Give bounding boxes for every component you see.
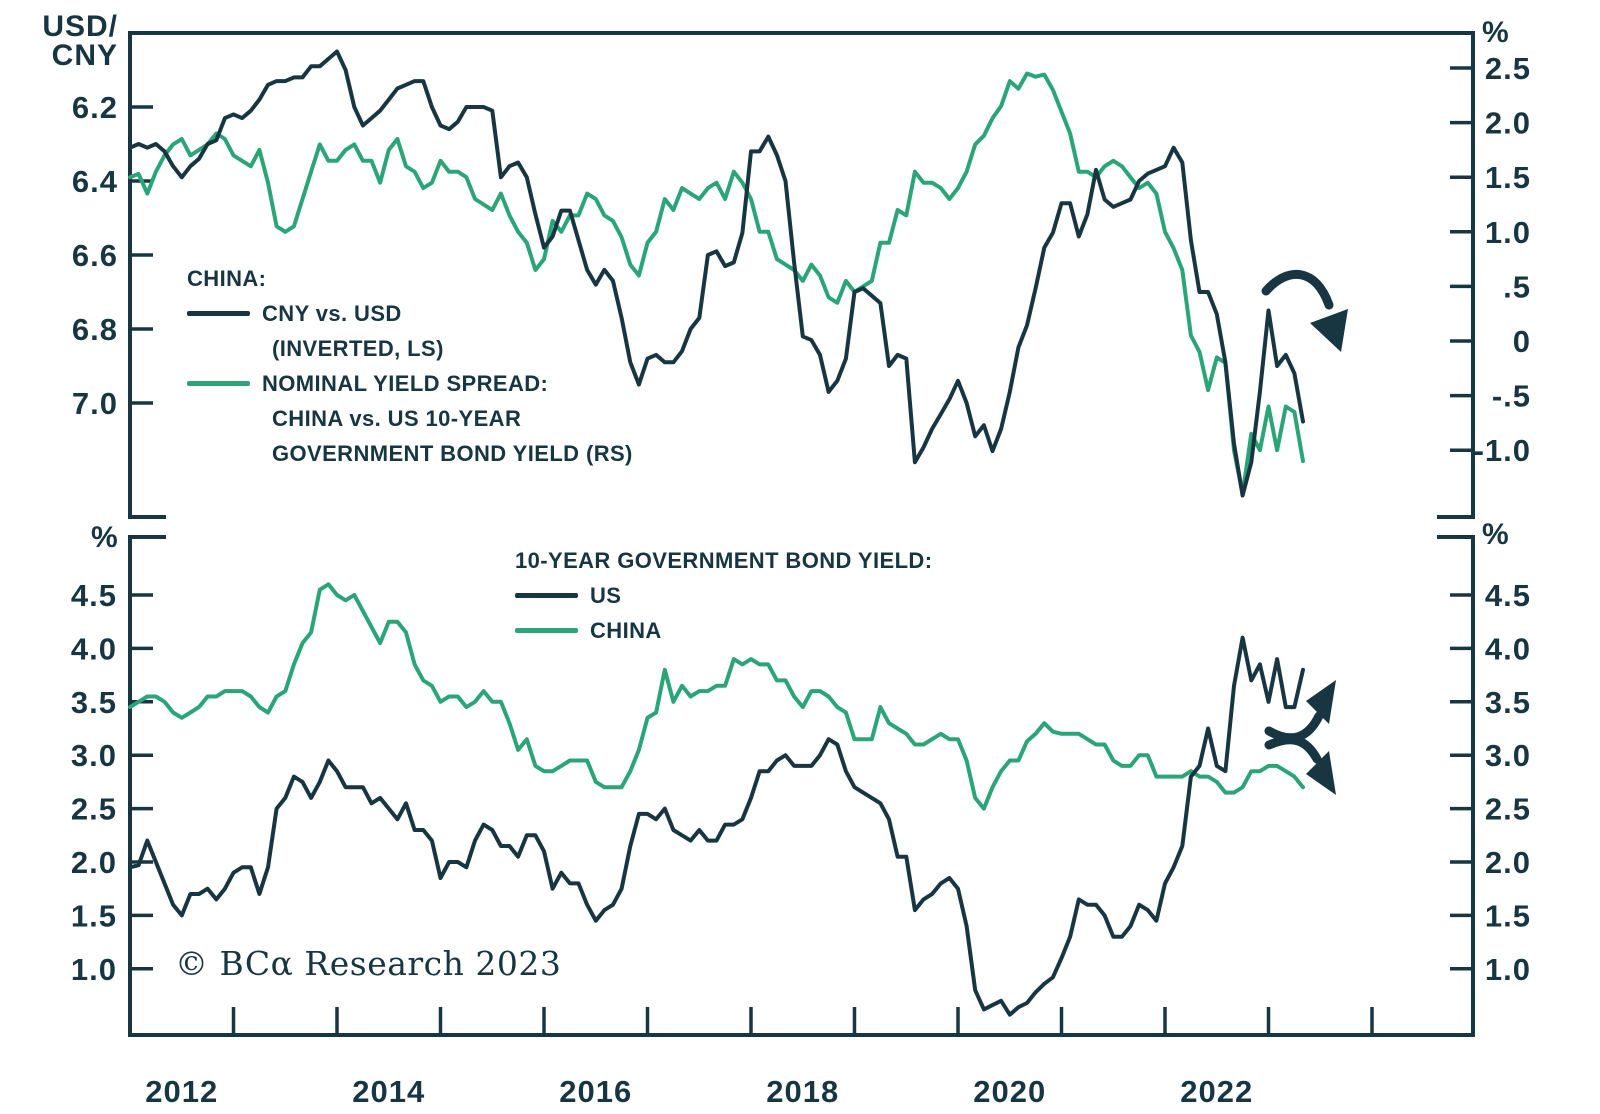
top-panel-frame [128,31,1475,519]
top-right-tick-label: 2.5 [1485,51,1531,86]
top-panel-down-arrow-head [1310,309,1348,352]
bottom-right-tick-label: 2.5 [1485,792,1531,827]
axis-title-cny: CNY [51,39,118,72]
axis-title-usd: USD/ [42,10,118,43]
top-panel-down-arrow [1261,269,1334,310]
legend-spread-label-2: CHINA vs. US 10-YEAR [272,406,522,431]
bottom-right-tick-label: 4.5 [1485,578,1531,613]
bottom-left-axis-title: % [91,521,119,554]
cny-vs-usd-line [128,49,1305,498]
legend-spread-label: NOMINAL YIELD SPREAD: [262,371,549,396]
legend-heading-china: CHINA: [187,266,267,291]
bottom-panel-down-arrow-head [1306,751,1336,795]
bottom-left-tick-label: 2.0 [71,845,117,880]
legend-row-us: US [515,578,932,613]
bottom-panel-legend: 10-YEAR GOVERNMENT BOND YIELD: US CHINA [515,543,932,648]
bottom-right-tick-label: 2.0 [1485,845,1531,880]
legend-row-spread: NOMINAL YIELD SPREAD: [187,366,633,401]
bottom-left-tick-label: 3.5 [71,685,117,720]
top-right-tick-label: 1.5 [1485,160,1531,195]
china-10y-yield-line [128,582,1305,811]
top-left-axis-title: USD/ CNY [20,10,118,72]
bottom-left-tick-label: 1.0 [71,952,117,987]
x-axis-year-label: 2020 [973,1074,1046,1109]
us-line-swatch [515,593,578,598]
copyright-text: © BCα Research 2023 [175,944,562,983]
legend-cny-label: CNY vs. USD [262,301,402,326]
bottom-panel-frame [128,535,1475,1037]
top-right-tick-label: -.5 [1492,379,1531,414]
bottom-right-axis-title: % [1482,518,1510,551]
top-right-tick-label: 0 [1513,324,1531,359]
legend-china-label: CHINA [590,618,662,643]
bottom-panel-up-arrow-head [1306,680,1336,724]
bottom-right-tick-label: 1.0 [1485,952,1531,987]
cny-line-swatch [187,311,250,316]
bottom-right-tick-label: 3.5 [1485,685,1531,720]
x-axis-year-label: 2016 [559,1074,632,1109]
bottom-right-tick-label: 4.0 [1485,631,1531,666]
legend-row-china: CHINA [515,613,932,648]
spread-line-swatch [187,381,250,386]
top-left-tick-label: 6.8 [72,312,118,347]
bottom-left-tick-label: 4.5 [71,578,117,613]
x-axis-year-label: 2014 [352,1074,425,1109]
top-right-tick-label: 2.0 [1485,106,1531,141]
x-axis-year-label: 2018 [766,1074,839,1109]
x-axis-year-label: 2022 [1180,1074,1253,1109]
legend-row-cny: CNY vs. USD [187,296,633,331]
us-10y-yield-line [128,635,1305,1017]
bottom-left-tick-label: 1.5 [71,898,117,933]
china-line-swatch [515,628,578,633]
bottom-left-tick-label: 2.5 [71,792,117,827]
legend-heading-10y: 10-YEAR GOVERNMENT BOND YIELD: [515,548,933,573]
top-left-tick-label: 7.0 [72,386,118,421]
bottom-right-tick-label: 3.0 [1485,738,1531,773]
top-left-tick-label: 6.6 [72,238,118,273]
top-right-tick-label: -1.0 [1474,433,1531,468]
top-right-tick-label: 1.0 [1485,215,1531,250]
bottom-right-tick-label: 1.5 [1485,898,1531,933]
top-right-axis-title: % [1482,16,1510,49]
x-axis-year-label: 2012 [145,1074,218,1109]
bottom-left-tick-label: 4.0 [71,631,117,666]
legend-spread-label-3: GOVERNMENT BOND YIELD (RS) [272,441,633,466]
top-right-tick-label: .5 [1503,269,1531,304]
top-panel-legend: CHINA: CNY vs. USD (INVERTED, LS) NOMINA… [187,261,633,471]
nominal-yield-spread-line [128,71,1305,496]
legend-us-label: US [590,583,622,608]
bottom-panel-up-arrow [1264,711,1324,743]
top-left-tick-label: 6.4 [72,164,118,199]
top-left-tick-label: 6.2 [72,90,118,125]
bottom-left-tick-label: 3.0 [71,738,117,773]
legend-cny-label-2: (INVERTED, LS) [272,336,444,361]
bottom-panel-down-arrow [1264,735,1322,764]
